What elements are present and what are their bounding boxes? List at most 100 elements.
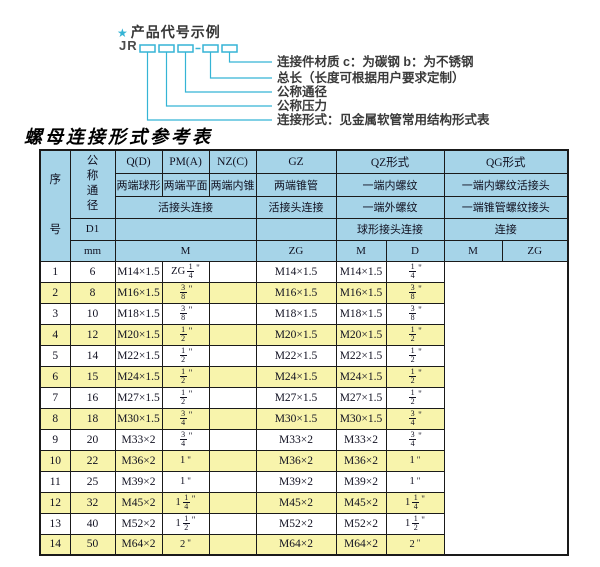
cell-qg-m: M36×2: [335, 449, 387, 472]
table-row: 3 10 M18×1.5 3 8 " M18×1.5 M18×1.5 3 8 ": [39, 302, 568, 325]
cell-qz-m: [208, 491, 257, 514]
table-row: 11 25 M39×2 1 " M39×2 M39×2 1 ": [39, 470, 568, 493]
cell-qg-m: M30×1.5: [335, 407, 387, 430]
cell-gz-size: 1 2 ": [161, 323, 210, 346]
cell-seq: 6: [39, 365, 71, 388]
cell-seq: 11: [39, 470, 71, 493]
table-row: 2 8 M16×1.5 3 8 " M16×1.5 M16×1.5 3 8 ": [39, 281, 568, 304]
diagram-title-text: 产品代号示例: [130, 24, 221, 40]
header-taper-thread-qg: 一端锥管螺纹接头: [443, 195, 569, 219]
cell-gz-size: 2 ": [161, 533, 210, 556]
header-ball-joint-connection: 球形接头连接: [335, 217, 445, 241]
cell-gz-size: 3 8 ": [161, 302, 210, 325]
cell-gz-size: 3 4 ": [161, 428, 210, 451]
cell-qz-m: [208, 281, 257, 304]
cell-mm: 50: [69, 533, 116, 556]
cell-qz-m: [208, 449, 257, 472]
cell-seq: 12: [39, 491, 71, 514]
cell-qz-m: [208, 533, 257, 556]
cell-qz-m: [208, 365, 257, 388]
cell-gz-size: 1 2 ": [161, 386, 210, 409]
cell-qz-m: [208, 302, 257, 325]
cell-mm: 25: [69, 470, 116, 493]
col-header-seq: 序号: [39, 149, 71, 262]
annotation-length: 总长（长度可根据用户要求定制）: [277, 71, 465, 85]
cell-qz-m: [208, 386, 257, 409]
cell-m-thread: M27×1.5: [114, 386, 163, 409]
table-row: 10 22 M36×2 1 " M36×2 M36×2 1 ": [39, 449, 568, 472]
header-unit-m: M: [114, 239, 257, 262]
header-ends-nz: 两端内锥: [208, 172, 257, 197]
cell-qg-m: M20×1.5: [335, 323, 387, 346]
diagram-title: ★ 产品代号示例: [117, 22, 221, 42]
header-union-connection: 活接头连接: [114, 195, 257, 219]
header-ends-qg: 一端内螺纹活接头: [443, 172, 569, 197]
cell-qz-d: M30×1.5: [255, 407, 337, 430]
cell-mm: 22: [69, 449, 116, 472]
cell-gz-size: ZG 1 4 ": [161, 260, 210, 283]
table-body: 1 6 M14×1.5 ZG 1 4 " M14×1.5 M14×1.5 1 4 " 2 8 M16×1.5…: [39, 260, 568, 556]
table-row: 4 12 M20×1.5 1 2 " M20×1.5 M20×1.5 1 2 ": [39, 323, 568, 346]
cell-m-thread: M33×2: [114, 428, 163, 451]
cell-qz-d: M27×1.5: [255, 386, 337, 409]
cell-qz-d: M33×2: [255, 428, 337, 451]
annotation-material: 连接件材质 c：为碳钢 b：为不锈钢: [277, 55, 474, 69]
cell-qg-zg: 1 ": [385, 449, 445, 472]
table-row: 1 6 M14×1.5 ZG 1 4 " M14×1.5 M14×1.5 1 4 ": [39, 260, 568, 283]
cell-gz-size: 1 ": [161, 449, 210, 472]
cell-qz-d: M14×1.5: [255, 260, 337, 283]
table-row: 12 32 M45×2 1 1 4 " M45×2 M45×2 1 1 4 ": [39, 491, 568, 514]
table-row: 7 16 M27×1.5 1 2 " M27×1.5 M27×1.5 1 2 ": [39, 386, 568, 409]
cell-m-thread: M64×2: [114, 533, 163, 556]
col-header-code-qz: QZ形式: [335, 149, 445, 174]
header-unit-qg-m: M: [443, 239, 503, 262]
header-ends-q: 两端球形: [114, 172, 163, 197]
cell-mm: 14: [69, 344, 116, 367]
cell-m-thread: M39×2: [114, 470, 163, 493]
cell-seq: 1: [39, 260, 71, 283]
cell-qz-d: M16×1.5: [255, 281, 337, 304]
header-ends-pm: 两端平面: [161, 172, 210, 197]
cell-qg-m: M14×1.5: [335, 260, 387, 283]
cell-qg-m: M64×2: [335, 533, 387, 556]
code-boxes: [139, 44, 238, 53]
cell-qz-d: M36×2: [255, 449, 337, 472]
table-row: 9 20 M33×2 3 4 " M33×2 M33×2 3 4 ": [39, 428, 568, 451]
cell-m-thread: M30×1.5: [114, 407, 163, 430]
header-unit-qz-d: D: [385, 239, 445, 262]
cell-qz-d: M64×2: [255, 533, 337, 556]
header-unit-zg: ZG: [255, 239, 337, 262]
table-row: 13 40 M52×2 1 1 2 " M52×2 M52×2 1 1 2 ": [39, 512, 568, 535]
cell-qg-zg: 3 8 ": [385, 302, 445, 325]
cell-mm: 20: [69, 428, 116, 451]
cell-gz-size: 1 ": [161, 470, 210, 493]
cell-qz-m: [208, 260, 257, 283]
cell-gz-size: 1 2 ": [161, 365, 210, 388]
annotation-connection: 连接形式：见金属软管常用结构形式表: [277, 113, 490, 127]
cell-qz-d: M52×2: [255, 512, 337, 535]
col-header-code-nz: NZ(C): [208, 149, 257, 174]
cell-qg-m: M52×2: [335, 512, 387, 535]
header-external-thread-qz: 一端外螺纹: [335, 195, 445, 219]
cell-qz-m: [208, 344, 257, 367]
cell-qz-m: [208, 407, 257, 430]
cell-gz-size: 1 1 2 ": [161, 512, 210, 535]
col-header-code-q: Q(D): [114, 149, 163, 174]
header-d1: D1: [69, 217, 116, 241]
cell-m-thread: M14×1.5: [114, 260, 163, 283]
cell-seq: 2: [39, 281, 71, 304]
header-connection: 连接: [443, 217, 569, 241]
cell-seq: 3: [39, 302, 71, 325]
cell-seq: 13: [39, 512, 71, 535]
annotation-pressure: 公称压力: [277, 99, 328, 113]
cell-m-thread: M52×2: [114, 512, 163, 535]
cell-m-thread: M22×1.5: [114, 344, 163, 367]
header-empty-gz: [255, 217, 337, 241]
cell-m-thread: M45×2: [114, 491, 163, 514]
col-header-code-qg: QG形式: [443, 149, 569, 174]
cell-gz-size: 1 2 ": [161, 344, 210, 367]
cell-seq: 8: [39, 407, 71, 430]
cell-qg-zg: 1 2 ": [385, 365, 445, 388]
cell-qg-zg: 2 ": [385, 533, 445, 556]
